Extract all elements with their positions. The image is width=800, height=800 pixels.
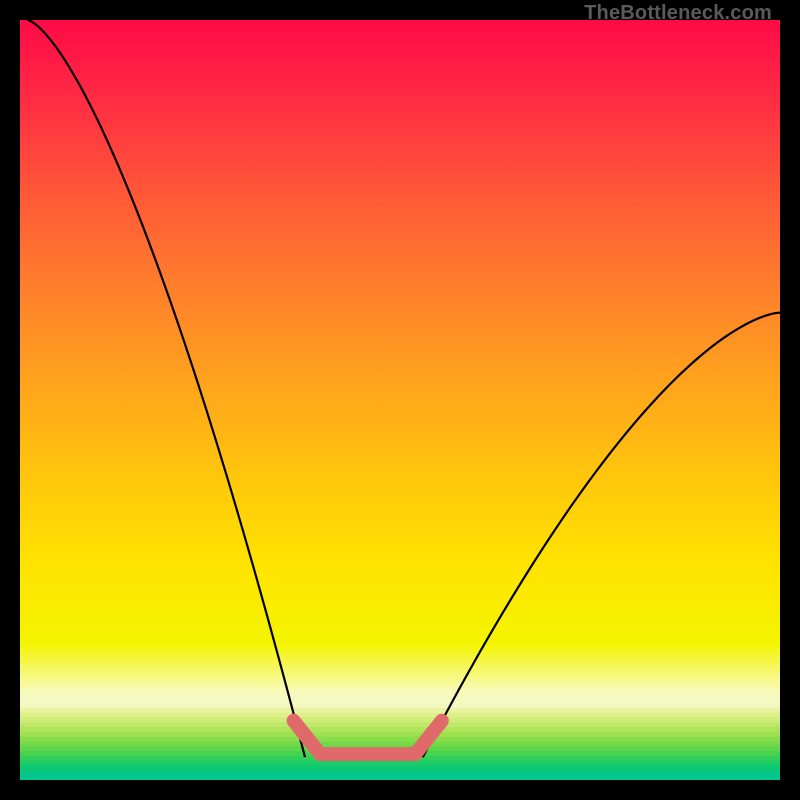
outer-frame: TheBottleneck.com [0,0,800,800]
background-gradient [20,20,780,780]
green-bands [20,708,780,780]
plot-area [20,20,780,780]
chart-svg [20,20,780,780]
attribution-text: TheBottleneck.com [584,2,772,25]
